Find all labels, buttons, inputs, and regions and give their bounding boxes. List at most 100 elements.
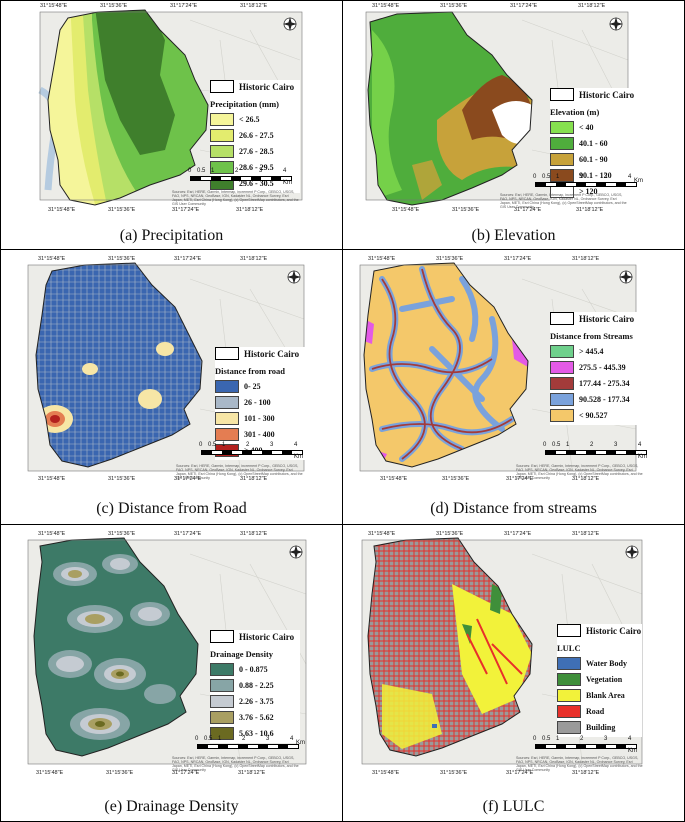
historic-cairo-label: Historic Cairo — [579, 89, 635, 100]
coord-bottom: 31°15'48"E — [372, 770, 400, 776]
legend-swatch — [210, 711, 234, 724]
legend-row: 28.6 - 29.5 — [210, 161, 300, 174]
legend-label: 28.6 - 29.5 — [239, 163, 274, 172]
legend-row: 2.26 - 3.75 — [210, 695, 300, 708]
coord-top: 31°15'36"E — [436, 256, 464, 262]
legend-label: 90.1 - 120 — [579, 171, 612, 180]
legend-row: < 40 — [550, 121, 638, 134]
legend-label: 29.6 - 30.5 — [239, 179, 274, 188]
legend-label: < 40 — [579, 123, 594, 132]
legend-label: 275.5 - 445.39 — [579, 363, 626, 372]
legend-row: 275.5 - 445.39 — [550, 361, 645, 374]
scale-label: 0.5 — [542, 174, 551, 180]
scale-label: 4 — [638, 442, 642, 448]
legend-label: 3.76 - 5.62 — [239, 713, 274, 722]
boundary-swatch — [210, 630, 234, 643]
coord-bottom: 31°15'36"E — [106, 770, 134, 776]
legend-label: > 120 — [579, 187, 598, 196]
scale-label: 2 — [242, 736, 246, 742]
historic-cairo-key: Historic Cairo — [210, 630, 300, 643]
legend-label: Road — [586, 707, 605, 716]
coord-bottom: 31°15'48"E — [392, 207, 420, 213]
scale-label: 0 — [195, 736, 199, 742]
legend-row: Vegetation — [557, 673, 642, 686]
legend-row: Blank Area — [557, 689, 642, 702]
coord-top: 31°18'12"E — [240, 531, 268, 537]
legend-label: 60.1 - 90 — [579, 155, 608, 164]
historic-cairo-label: Historic Cairo — [239, 81, 295, 92]
scale-label: 4 — [294, 442, 298, 448]
historic-cairo-key: Historic Cairo — [550, 312, 645, 325]
scale-unit: Km — [294, 454, 303, 460]
scale-unit: Km — [634, 178, 643, 184]
legend-row: 90.1 - 120 — [550, 169, 638, 182]
legend-row: 26.6 - 27.5 — [210, 129, 300, 142]
legend-label: 40.1 - 60 — [579, 139, 608, 148]
coord-bottom: 31°17'24"E — [172, 770, 200, 776]
boundary-swatch — [215, 347, 239, 360]
legend-row: Road — [557, 705, 642, 718]
precipitation-legend: Historic Cairo Precipitation (mm) < 26.5… — [210, 80, 300, 193]
scale-label: 0.5 — [552, 442, 561, 448]
coord-top: 31°15'48"E — [40, 3, 68, 9]
coord-bottom: 31°17'24"E — [172, 207, 200, 213]
coord-top: 31°15'48"E — [372, 3, 400, 9]
scale-unit: Km — [628, 748, 637, 754]
coord-top: 31°15'36"E — [436, 531, 464, 537]
scale-label: 2 — [590, 442, 594, 448]
caption-f: (f) LULC — [482, 798, 545, 815]
historic-cairo-label: Historic Cairo — [244, 348, 300, 359]
legend-swatch — [210, 679, 234, 692]
legend-swatch — [550, 409, 574, 422]
scale-unit: Km — [638, 454, 647, 460]
legend-row: 0.88 - 2.25 — [210, 679, 300, 692]
boundary-swatch — [210, 80, 234, 93]
map-credits: Sources: Esri, HERE, Garmin, Intermap, i… — [516, 756, 643, 772]
legend-row: 27.6 - 28.5 — [210, 145, 300, 158]
boundary-swatch — [550, 312, 574, 325]
legend-row: 60.1 - 90 — [550, 153, 638, 166]
legend-label: 27.6 - 28.5 — [239, 147, 274, 156]
map-credits: Sources: Esri, HERE, Garmin, Intermap, i… — [516, 464, 643, 480]
scale-bar: 0 0.5 1 2 3 4 Km — [196, 442, 306, 462]
legend-row: < 90.527 — [550, 409, 645, 422]
legend-label: 301 - 400 — [244, 430, 275, 439]
scale-label: 1 — [556, 736, 560, 742]
scale-label: 1 — [566, 442, 570, 448]
legend-row: 3.76 - 5.62 — [210, 711, 300, 724]
legend-row: 90.528 - 177.34 — [550, 393, 645, 406]
legend-swatch — [557, 721, 581, 734]
historic-cairo-label: Historic Cairo — [579, 313, 635, 324]
scale-label: 3 — [270, 442, 274, 448]
legend-row: 40.1 - 60 — [550, 137, 638, 150]
scale-label: 2 — [580, 736, 584, 742]
coord-top: 31°15'48"E — [368, 256, 396, 262]
legend-swatch — [557, 705, 581, 718]
legend-label: 0.88 - 2.25 — [239, 681, 274, 690]
scale-label: 0 — [199, 442, 203, 448]
scale-bar: 0 0.5 1 2 3 4 Km — [185, 168, 295, 188]
legend-label: Vegetation — [586, 675, 623, 684]
stream-distance-legend: Historic Cairo Distance from Streams > 4… — [550, 312, 645, 425]
scale-label: 1 — [556, 174, 560, 180]
coord-top: 31°17'24"E — [174, 256, 202, 262]
scale-label: 3 — [266, 736, 270, 742]
legend-swatch — [210, 145, 234, 158]
scale-label: 3 — [614, 442, 618, 448]
coord-top: 31°18'12"E — [572, 256, 600, 262]
scale-label: 0 — [188, 168, 192, 174]
legend-label: Blank Area — [586, 691, 625, 700]
legend-row: 0- 25 — [215, 380, 305, 393]
coord-top: 31°17'24"E — [170, 3, 198, 9]
historic-cairo-key: Historic Cairo — [215, 347, 305, 360]
scale-label: 0 — [543, 442, 547, 448]
coord-top: 31°15'48"E — [38, 256, 66, 262]
legend-row: Building — [557, 721, 642, 734]
legend-title: LULC — [557, 643, 581, 653]
drainage-density-legend: Historic Cairo Drainage Density 0 - 0.87… — [210, 630, 300, 743]
historic-cairo-key: Historic Cairo — [550, 88, 638, 101]
scale-label: 2 — [580, 174, 584, 180]
map-credits: Sources: Esri, HERE, Garmin, Intermap, i… — [500, 193, 627, 209]
scale-bar: 0 0.5 1 2 3 4 Km — [192, 736, 305, 756]
legend-title: Distance from Streams — [550, 331, 633, 341]
